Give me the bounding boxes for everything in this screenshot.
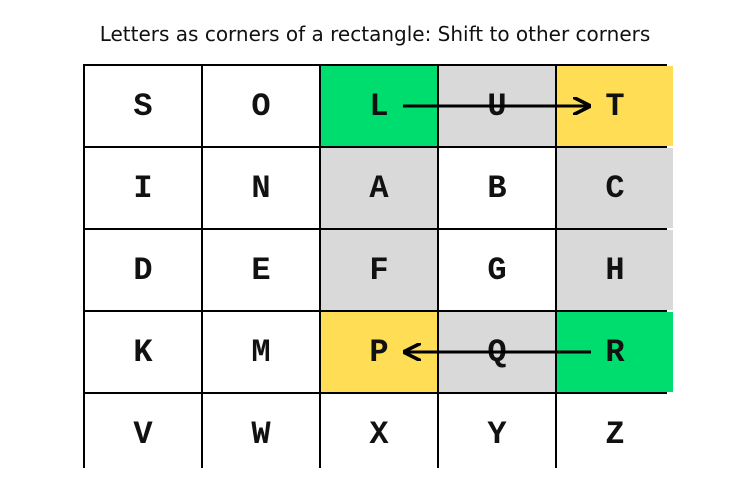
grid-cell-g: G xyxy=(439,230,555,310)
diagram-title: Letters as corners of a rectangle: Shift… xyxy=(99,22,651,46)
grid-cell-l: L xyxy=(321,66,437,146)
grid-cell-c: C xyxy=(557,148,673,228)
grid-cell-f: F xyxy=(321,230,437,310)
grid-cell-o: O xyxy=(203,66,319,146)
grid-cell-y: Y xyxy=(439,394,555,474)
grid-cell-e: E xyxy=(203,230,319,310)
grid-cell-m: M xyxy=(203,312,319,392)
grid-cell-u: U xyxy=(439,66,555,146)
grid-cell-q: Q xyxy=(439,312,555,392)
grid-cell-d: D xyxy=(85,230,201,310)
grid-cell-i: I xyxy=(85,148,201,228)
grid-cell-r: R xyxy=(557,312,673,392)
grid-cell-v: V xyxy=(85,394,201,474)
grid-cell-h: H xyxy=(557,230,673,310)
grid-cell-k: K xyxy=(85,312,201,392)
grid-cell-s: S xyxy=(85,66,201,146)
grid-cell-x: X xyxy=(321,394,437,474)
grid-cell-n: N xyxy=(203,148,319,228)
grid-cell-p: P xyxy=(321,312,437,392)
grid-cell-w: W xyxy=(203,394,319,474)
grid-cell-a: A xyxy=(321,148,437,228)
grid-cell-z: Z xyxy=(557,394,673,474)
grid-cell-t: T xyxy=(557,66,673,146)
grid-cell-b: B xyxy=(439,148,555,228)
